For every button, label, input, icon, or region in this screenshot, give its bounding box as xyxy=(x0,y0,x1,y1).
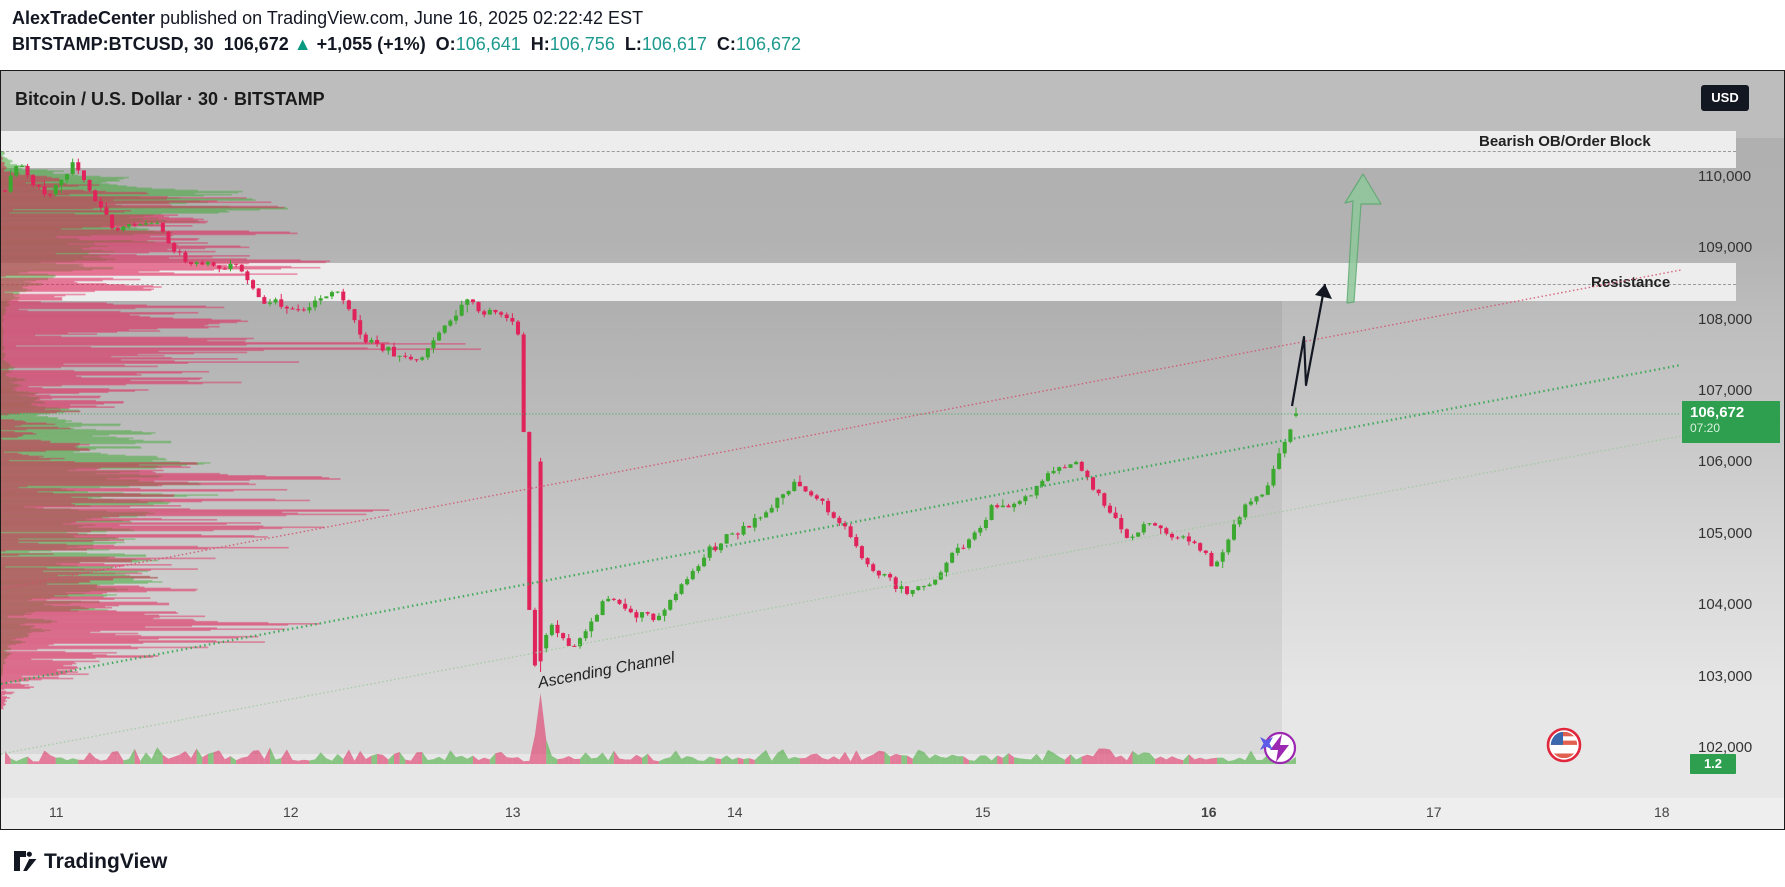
svg-text:Ascending Channel: Ascending Channel xyxy=(536,649,677,692)
